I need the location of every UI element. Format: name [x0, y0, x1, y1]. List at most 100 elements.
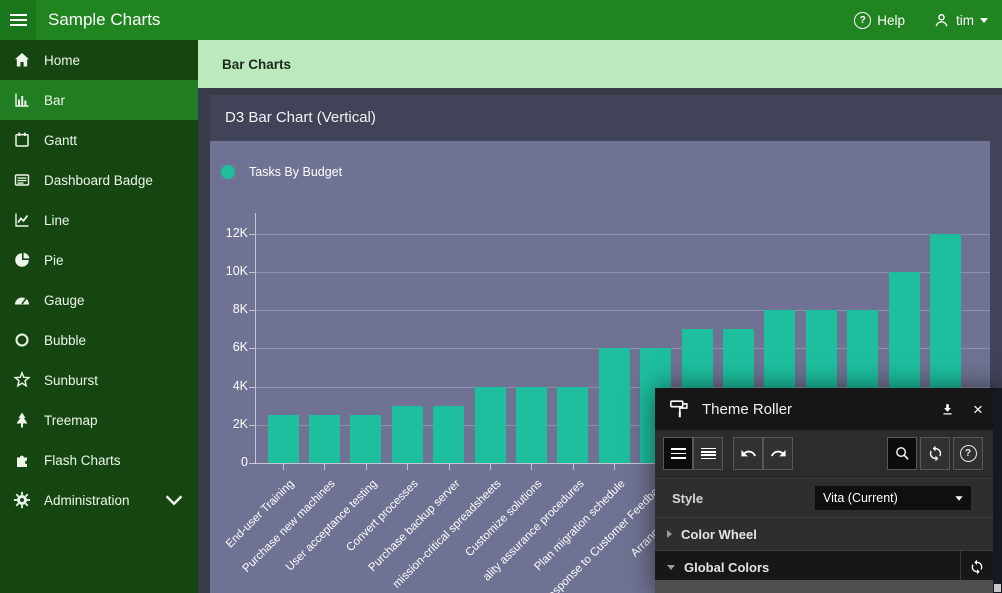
bar-9: [598, 348, 630, 463]
y-axis-label: 0: [241, 455, 248, 469]
line-chart-icon: [15, 213, 29, 227]
undo-button[interactable]: [733, 437, 763, 470]
section-color-wheel[interactable]: Color Wheel: [655, 517, 1002, 550]
bar-1: [267, 415, 299, 463]
gear-icon: [13, 491, 31, 509]
theme-roller-title: Theme Roller: [702, 400, 793, 418]
sidebar-item-treemap[interactable]: Treemap: [0, 400, 198, 440]
reset-global-colors-button[interactable]: [960, 551, 993, 583]
sidebar-item-bar[interactable]: Bar: [0, 80, 198, 120]
y-axis-label: 8K: [232, 302, 248, 317]
sidebar-item-flash-charts[interactable]: Flash Charts: [0, 440, 198, 480]
sidebar-item-sunburst[interactable]: Sunburst: [0, 360, 198, 400]
y-axis-tick: [249, 348, 255, 350]
view-detailed-button[interactable]: [693, 437, 723, 470]
gridline: [256, 233, 990, 235]
paint-roller-icon: [670, 400, 688, 418]
refresh-icon: [971, 559, 983, 575]
download-theme-button[interactable]: [937, 399, 957, 419]
expanded-arrow-icon: [667, 564, 675, 570]
tree-icon: [16, 412, 28, 428]
chart-legend: Tasks By Budget: [221, 165, 342, 179]
bar-2: [308, 415, 340, 463]
x-axis-tick: [572, 464, 574, 470]
caret-down-icon: [980, 17, 988, 23]
list-detailed-icon: [700, 447, 716, 460]
sidebar-item-home[interactable]: Home: [0, 40, 198, 80]
global-colors-content: [655, 580, 993, 593]
theme-roller-panel: Theme Roller ×: [655, 388, 1002, 593]
badge-list-icon: [14, 174, 30, 186]
y-axis-tick: [249, 463, 255, 464]
collapsed-arrow-icon: [667, 530, 672, 538]
bar-5: [433, 405, 465, 463]
x-axis-tick: [365, 464, 367, 470]
y-axis-tick: [249, 233, 255, 235]
section-global-colors[interactable]: Global Colors: [655, 550, 1002, 583]
search-icon: [895, 447, 909, 460]
user-name: tim: [956, 12, 974, 28]
panel-help-button[interactable]: ?: [953, 437, 983, 470]
scrollbar-thumb[interactable]: [994, 584, 1001, 592]
y-axis-tick: [249, 272, 255, 273]
x-axis-tick: [407, 464, 409, 470]
sidebar-item-bubble[interactable]: Bubble: [0, 320, 198, 360]
puzzle-icon: [17, 455, 27, 467]
style-dropdown[interactable]: Vita (Current): [815, 486, 971, 510]
sidebar-item-gantt[interactable]: Gantt: [0, 120, 198, 160]
theme-roller-header: Theme Roller ×: [655, 388, 1002, 430]
panel-scrollbar[interactable]: [993, 388, 1002, 593]
breadcrumb: Bar Charts: [198, 40, 1002, 88]
view-compact-button[interactable]: [663, 437, 693, 470]
help-icon: ?: [854, 11, 872, 29]
close-icon: ×: [973, 399, 983, 419]
sidebar-item-line[interactable]: Line: [0, 200, 198, 240]
x-axis-tick: [531, 464, 533, 470]
list-compact-icon: [670, 448, 686, 459]
y-axis-label: 12K: [225, 225, 248, 240]
redo-icon: [770, 449, 786, 457]
user-menu-button[interactable]: tim: [933, 12, 988, 29]
star-outline-icon: [13, 371, 31, 388]
y-axis-tick: [249, 310, 255, 312]
refresh-icon: [929, 445, 941, 462]
hamburger-menu-button[interactable]: [0, 0, 36, 40]
x-axis-tick: [490, 464, 491, 470]
chart-card-title: D3 Bar Chart (Vertical): [225, 109, 376, 126]
bar-8: [557, 386, 589, 463]
x-axis-tick: [448, 464, 450, 470]
x-axis-tick: [614, 464, 616, 470]
refresh-button[interactable]: [920, 437, 950, 470]
page-title: Bar Charts: [222, 56, 292, 72]
chevron-down-icon: [165, 495, 183, 506]
bar-chart: Tasks By Budget 0 2K 4K 6K 8K 10K 12K End-user …: [210, 141, 990, 593]
gauge-icon: [15, 297, 29, 305]
calendar-icon: [15, 132, 29, 147]
home-icon: [15, 53, 29, 67]
topbar: Sample Charts ? Help tim: [0, 0, 1002, 40]
dropdown-caret-icon: [955, 495, 963, 501]
theme-roller-toolbar: ?: [655, 430, 1002, 479]
y-axis-label: 4K: [232, 378, 248, 393]
sidebar-item-pie[interactable]: Pie: [0, 240, 198, 280]
circle-outline-icon: [15, 333, 29, 347]
sidebar-item-dashboard-badge[interactable]: Dashboard Badge: [0, 160, 198, 200]
sidebar-item-gauge[interactable]: Gauge: [0, 280, 198, 320]
search-button[interactable]: [887, 437, 917, 470]
undo-icon: [740, 449, 756, 457]
bar-chart-icon: [15, 93, 29, 107]
help-button[interactable]: ? Help: [854, 11, 905, 29]
help-circle-icon: ?: [959, 445, 977, 462]
close-panel-button[interactable]: ×: [968, 399, 988, 419]
style-label: Style: [672, 490, 704, 506]
redo-button[interactable]: [763, 437, 793, 470]
style-row: Style Vita (Current): [655, 479, 1002, 517]
sidebar-item-administration[interactable]: Administration: [0, 480, 198, 520]
y-axis-label: 10K: [225, 264, 248, 278]
gridline: [256, 272, 990, 273]
style-dropdown-value: Vita (Current): [823, 491, 898, 505]
x-axis-tick: [283, 464, 284, 470]
bar-7: [515, 386, 547, 463]
y-axis-tick: [249, 386, 255, 388]
